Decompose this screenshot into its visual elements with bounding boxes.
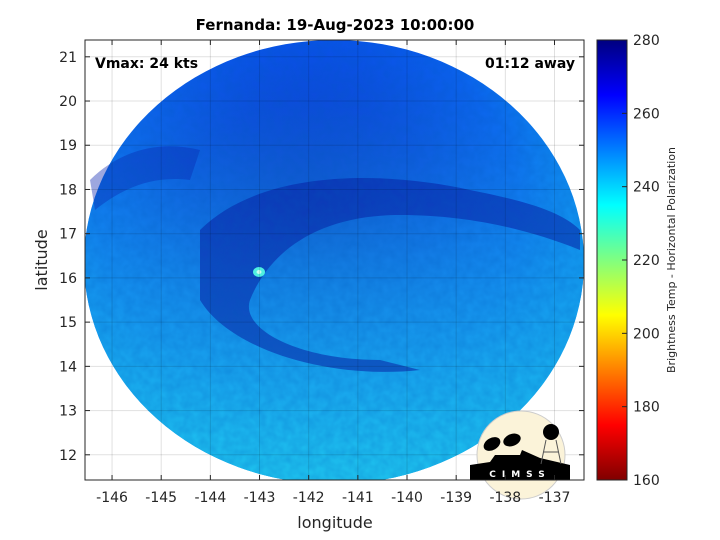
y-tick-label: 20 [59,94,77,110]
colorbar-tick-label: 220 [633,253,660,269]
x-tick-label: -139 [440,490,472,506]
y-tick-label: 14 [59,359,77,375]
colorbar-tick-label: 180 [633,400,660,416]
colorbar-label: Brightness Temp - Horizontal Polarizatio… [665,147,678,373]
time-away-label: 01:12 away [485,56,575,72]
plot-title: Fernanda: 19-Aug-2023 10:00:00 [196,16,475,34]
x-axis-label: longitude [297,513,372,532]
x-tick-label: -143 [244,490,276,506]
colorbar-tick-label: 260 [633,106,660,122]
y-tick-label: 13 [59,404,77,420]
y-tick-label: 17 [59,227,77,243]
colorbar-tick-label: 160 [633,473,660,489]
axes-box [84,39,585,481]
x-tick-label: -138 [489,490,521,506]
x-tick-label: -146 [96,490,128,506]
y-tick-label: 16 [59,271,77,287]
cimss-logo: CIMSS [470,410,570,500]
y-tick-label: 18 [59,182,77,198]
y-tick-label: 19 [59,138,77,154]
vmax-label: Vmax: 24 kts [95,56,198,72]
x-tick-label: -141 [342,490,374,506]
x-axis: -146 -145 -144 -143 -142 -141 -140 -139 -138 -137 [96,40,570,506]
x-tick-label: -137 [539,490,571,506]
logo-text: CIMSS [489,470,550,480]
colorbar-tick-label: 200 [633,326,660,342]
satellite-swath [85,40,584,480]
x-tick-label: -142 [293,490,325,506]
x-tick-label: -140 [391,490,423,506]
y-axis-label: latitude [32,229,51,290]
x-tick-label: -145 [145,490,177,506]
y-tick-label: 15 [59,315,77,331]
x-tick-label: -144 [194,490,226,506]
colorbar-tick-label: 240 [633,180,660,196]
y-tick-label: 12 [59,448,77,464]
y-axis: 12 13 14 15 16 17 18 19 20 21 [59,50,584,464]
colorbar-tick-label: 280 [633,33,660,49]
colorbar-ticks: 160 180 200 220 240 260 280 [622,33,660,489]
y-tick-label: 21 [59,50,77,66]
